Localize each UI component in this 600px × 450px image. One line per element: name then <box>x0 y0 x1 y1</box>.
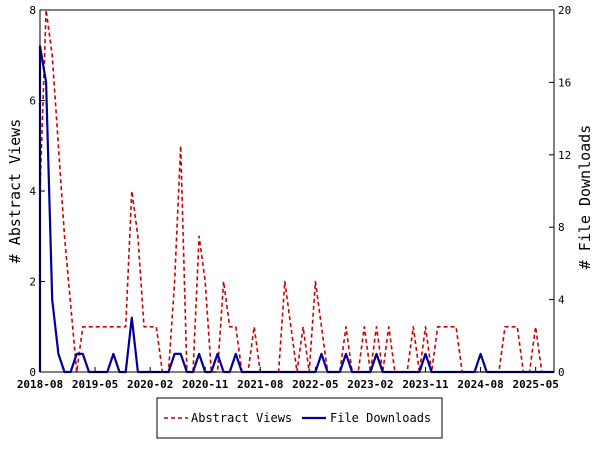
x-tick-label: 2022-05 <box>292 378 338 391</box>
tick-labels: 0 2 4 6 8 0 4 8 12 16 20 2018-08 2019-05 2020-02 2020-… <box>17 4 571 391</box>
series-lines <box>38 9 554 374</box>
y-right-tick-label: 16 <box>558 76 571 89</box>
y-right-tick-label: 4 <box>558 294 565 307</box>
y-left-axis-label: # Abstract Views <box>6 119 24 264</box>
x-tick-label: 2023-11 <box>402 378 449 391</box>
legend: Abstract Views File Downloads <box>156 397 443 439</box>
legend-label-file-downloads: File Downloads <box>330 411 431 425</box>
y-left-tick-label: 8 <box>29 4 36 17</box>
series-line-abstract-views <box>39 9 554 373</box>
y-right-tick-label: 0 <box>558 366 565 379</box>
x-tick-label: 2019-05 <box>72 378 118 391</box>
y-left-tick-label: 6 <box>29 95 36 108</box>
x-tick-label: 2018-08 <box>17 378 63 391</box>
axis-ticks <box>39 9 554 373</box>
x-tick-label: 2024-08 <box>457 378 503 391</box>
x-tick-label: 2020-02 <box>127 378 173 391</box>
legend-box <box>156 397 443 439</box>
legend-label-abstract-views: Abstract Views <box>191 411 292 425</box>
x-tick-label: 2023-02 <box>347 378 393 391</box>
y-left-tick-label: 0 <box>29 366 36 379</box>
y-right-tick-label: 8 <box>558 221 565 234</box>
y-right-axis-label: # File Downloads <box>576 125 594 270</box>
y-left-tick-label: 2 <box>29 276 36 289</box>
x-tick-label: 2025-05 <box>512 378 558 391</box>
plot-area-frame <box>39 9 555 373</box>
x-tick-label: 2020-11 <box>182 378 229 391</box>
y-left-tick-label: 4 <box>29 185 36 198</box>
series-line-file-downloads <box>38 45 554 374</box>
y-right-tick-label: 20 <box>558 4 571 17</box>
x-tick-label: 2021-08 <box>237 378 283 391</box>
y-right-tick-label: 12 <box>558 149 571 162</box>
